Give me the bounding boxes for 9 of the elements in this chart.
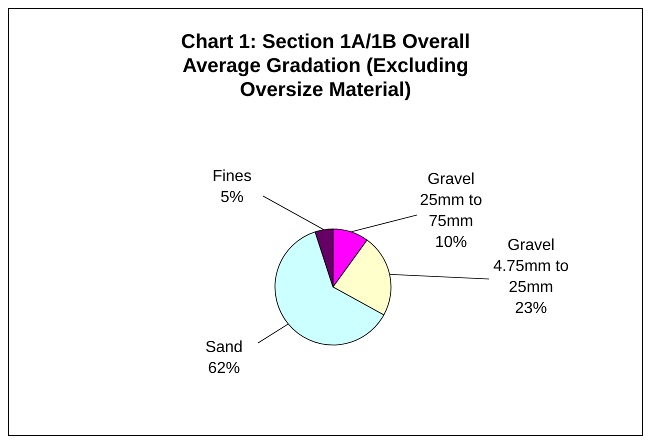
data-label: 10% bbox=[434, 234, 468, 251]
slice-label: Gravel 25mm to 75mm bbox=[420, 171, 482, 230]
slice-label: Sand bbox=[205, 339, 243, 356]
data-label: 62% bbox=[208, 360, 240, 377]
chart-title: Chart 1: Section 1A/1B Overall Average Gradation (Excluding Oversize Material) bbox=[181, 31, 470, 101]
data-label: 5% bbox=[220, 189, 244, 206]
data-label: 23% bbox=[514, 300, 548, 317]
slice-label: Fines bbox=[212, 168, 252, 185]
slice-label: Gravel 4.75mm to 25mm bbox=[493, 237, 569, 296]
